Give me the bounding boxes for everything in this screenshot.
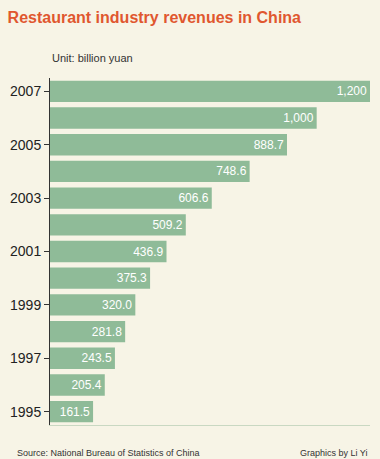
svg-text:2001: 2001 bbox=[10, 243, 41, 259]
svg-text:375.3: 375.3 bbox=[117, 271, 147, 285]
svg-text:748.6: 748.6 bbox=[216, 164, 246, 178]
svg-text:2007: 2007 bbox=[10, 83, 41, 99]
svg-text:161.5: 161.5 bbox=[60, 405, 90, 419]
svg-text:436.9: 436.9 bbox=[133, 245, 163, 259]
svg-text:Source: National Bureau of Sta: Source: National Bureau of Statistics of… bbox=[17, 448, 200, 458]
svg-text:888.7: 888.7 bbox=[254, 138, 284, 152]
svg-text:320.0: 320.0 bbox=[102, 298, 132, 312]
svg-text:1,200: 1,200 bbox=[337, 84, 367, 98]
svg-text:1999: 1999 bbox=[10, 297, 41, 313]
svg-text:281.8: 281.8 bbox=[92, 325, 122, 339]
svg-text:1997: 1997 bbox=[10, 350, 41, 366]
svg-text:Restaurant industry revenues i: Restaurant industry revenues in China bbox=[8, 9, 302, 26]
svg-text:509.2: 509.2 bbox=[152, 218, 182, 232]
svg-text:606.6: 606.6 bbox=[178, 191, 208, 205]
svg-text:2003: 2003 bbox=[10, 190, 41, 206]
svg-text:Unit: billion yuan: Unit: billion yuan bbox=[52, 52, 133, 64]
svg-text:1995: 1995 bbox=[10, 404, 41, 420]
svg-text:1,000: 1,000 bbox=[283, 111, 313, 125]
svg-text:243.5: 243.5 bbox=[82, 351, 112, 365]
svg-text:205.4: 205.4 bbox=[71, 378, 101, 392]
svg-text:Graphics by Li Yi: Graphics by Li Yi bbox=[300, 448, 368, 458]
svg-text:2005: 2005 bbox=[10, 137, 41, 153]
